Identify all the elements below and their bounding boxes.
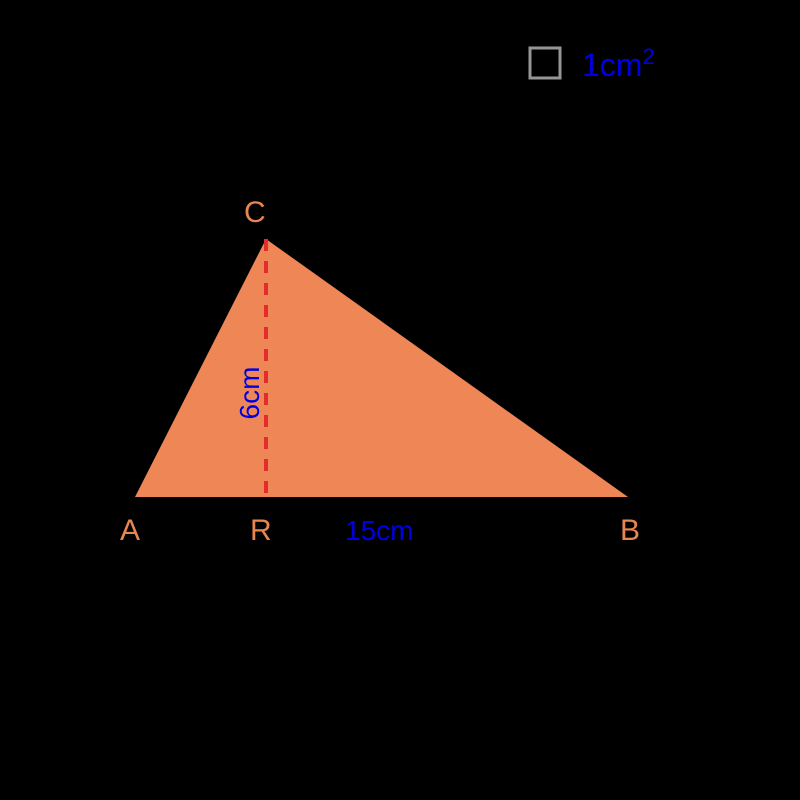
height-length-label: 6cm	[234, 367, 265, 420]
triangle-ABC	[135, 239, 628, 497]
vertex-label-A: A	[120, 514, 140, 547]
vertex-label-B: B	[620, 514, 640, 547]
base-length-label: 15cm	[345, 515, 413, 546]
foot-label-R: R	[250, 514, 272, 547]
vertex-label-C: C	[244, 196, 266, 229]
legend-unit-square	[530, 48, 560, 78]
legend-unit-label: 1cm2	[582, 44, 655, 83]
geometry-diagram: A B C R 15cm 6cm 1cm2	[0, 0, 800, 800]
